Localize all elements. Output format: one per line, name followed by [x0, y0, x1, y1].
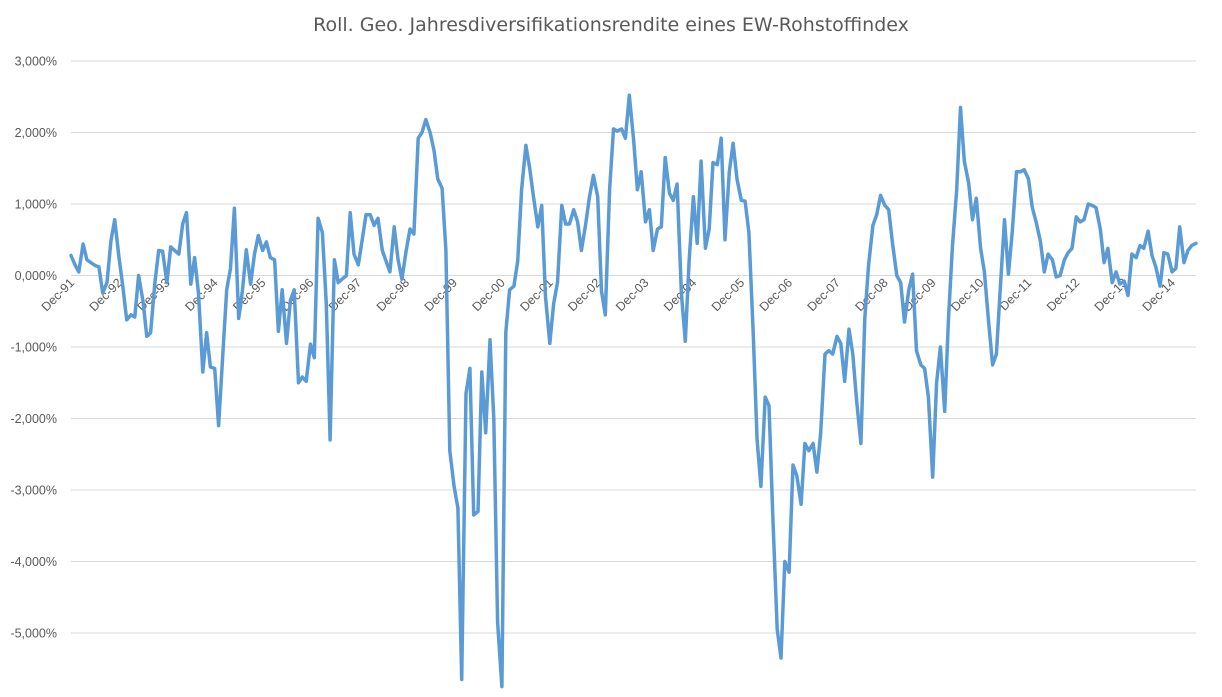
x-tick-label: Dec-02 — [565, 276, 603, 314]
x-tick-label: Dec-12 — [1044, 276, 1082, 314]
y-tick-label: 0,000% — [15, 269, 57, 283]
x-tick-label: Dec-10 — [948, 276, 986, 314]
y-axis-tick-labels: 3,000% 2,000% 1,000% 0,000% -1,000% -2,000% -3… — [10, 55, 57, 641]
x-tick-label: Dec-99 — [422, 276, 460, 314]
x-axis-tick-labels: Dec-91 Dec-92 Dec-93 Dec-94 Dec-95 Dec-96 Dec-… — [39, 276, 1178, 314]
x-tick-label: Dec-05 — [709, 276, 747, 314]
chart-title: Roll. Geo. Jahresdiversifikationsrendite… — [313, 14, 909, 36]
y-tick-label: -2,000% — [10, 412, 57, 426]
x-tick-label: Dec-07 — [805, 276, 843, 314]
y-tick-label: 2,000% — [15, 126, 57, 140]
y-tick-label: -1,000% — [10, 341, 57, 355]
y-tick-label: -3,000% — [10, 484, 57, 498]
series-line — [69, 93, 1198, 689]
x-tick-label: Dec-06 — [757, 276, 795, 314]
x-tick-label: Dec-00 — [470, 276, 508, 314]
y-tick-label: -4,000% — [10, 555, 57, 569]
y-tick-label: 1,000% — [15, 198, 57, 212]
x-tick-label: Dec-01 — [517, 276, 555, 314]
x-tick-label: Dec-94 — [182, 276, 220, 314]
x-tick-label: Dec-98 — [374, 276, 412, 314]
series-layer — [69, 93, 1198, 689]
x-tick-label: Dec-08 — [852, 276, 890, 314]
y-tick-label: 3,000% — [15, 55, 57, 69]
y-tick-label: -5,000% — [10, 627, 57, 641]
x-tick-label: Dec-03 — [613, 276, 651, 314]
